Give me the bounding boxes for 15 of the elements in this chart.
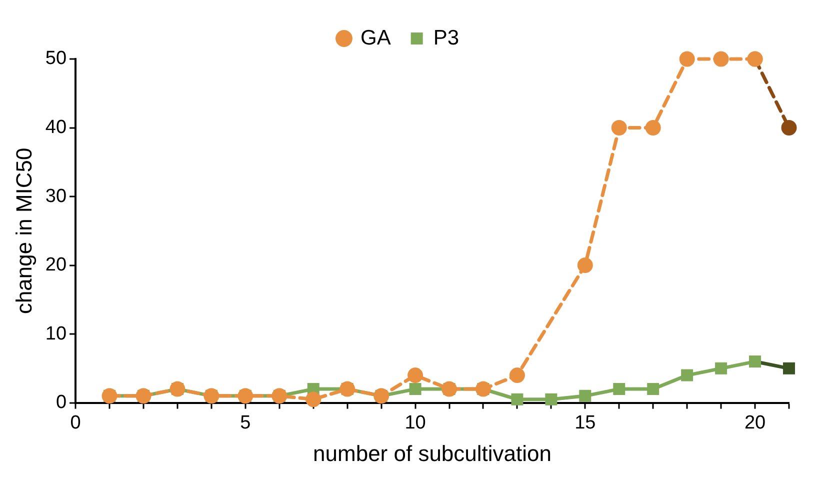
x-tick-label: 10	[404, 412, 426, 434]
x-tick-label: 5	[240, 412, 251, 434]
y-tick-label: 0	[56, 392, 67, 414]
x-tick-label: 20	[744, 412, 766, 434]
legend-label: P3	[433, 26, 460, 50]
y-axis-title: change in MIC50	[11, 148, 36, 314]
legend-label: GA	[360, 26, 391, 50]
x-tick-label: 0	[70, 412, 81, 434]
y-tick-label: 40	[45, 116, 67, 138]
x-tick-label: 15	[574, 412, 596, 434]
y-tick-label: 30	[45, 186, 67, 207]
y-tick-label: 10	[45, 323, 67, 344]
x-axis-title: number of subcultivation	[313, 440, 552, 466]
y-tick-label: 50	[45, 48, 67, 70]
y-tick-label: 20	[45, 254, 67, 276]
